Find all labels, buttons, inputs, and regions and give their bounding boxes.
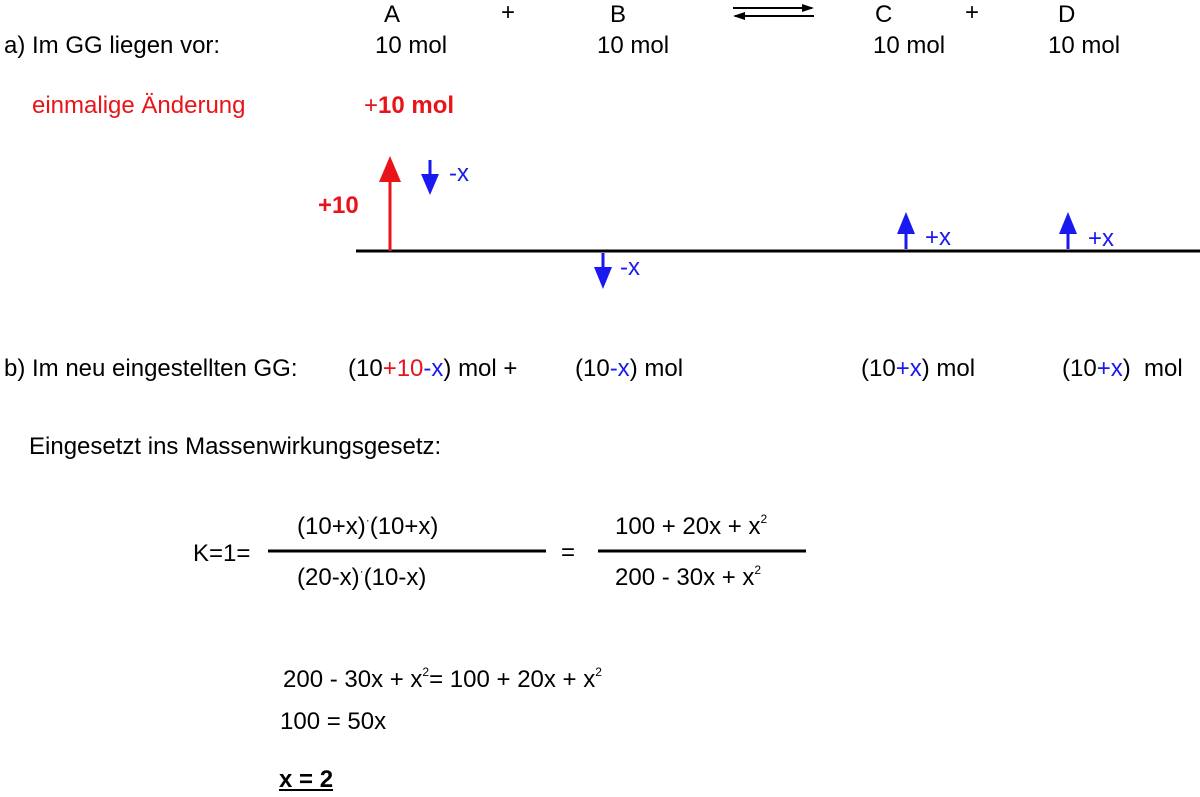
arrow-a-blue-head	[421, 174, 439, 195]
den2-exponent: 2	[754, 563, 762, 577]
part-b-b-minus-x: -x	[609, 355, 630, 382]
num1-factor-b: (10+x)	[369, 513, 439, 540]
equilibrium-forward-head	[802, 4, 814, 12]
plus-sign-1: +	[501, 0, 516, 26]
den1-factor-b: (10-x)	[363, 564, 427, 591]
solution-line-1-exp-2: 2	[595, 665, 602, 679]
solution-line-2: 100 = 50x	[280, 708, 387, 735]
den1-factor-a: (20-x)	[297, 564, 360, 591]
solution-line-1-exp-1: 2	[422, 665, 430, 679]
num2-exponent: 2	[760, 512, 768, 526]
amount-a: 10 mol	[375, 32, 448, 59]
amount-b: 10 mol	[597, 32, 670, 59]
solution-line-1: 200 - 30x + x2= 100 + 20x + x2	[283, 665, 602, 693]
den1-dot: ·	[359, 564, 364, 578]
arrow-a-label: +10	[318, 192, 359, 219]
arrow-a-red-head	[379, 156, 401, 182]
part-b-a-close: ) mol +	[443, 355, 518, 382]
arrow-c-label: +x	[925, 224, 952, 251]
part-b-a-open: (10	[348, 355, 383, 382]
change-amount-value: 10 mol	[378, 92, 455, 119]
part-b-a-plus10: +10	[382, 355, 424, 382]
change-amount-sign: +	[364, 92, 379, 119]
part-b-d-close: ) mol	[1122, 355, 1183, 382]
num1-factor-a: (10+x)	[297, 513, 366, 540]
part-a-label: a) Im GG liegen vor:	[4, 32, 221, 59]
num1-dot: ·	[365, 513, 370, 527]
mwg-label: Eingesetzt ins Massenwirkungsgesetz:	[29, 433, 442, 460]
amount-c: 10 mol	[873, 32, 946, 59]
part-b-c-expression: (10+x) mol	[861, 357, 975, 381]
part-b-b-close: ) mol	[629, 355, 684, 382]
equilibrium-backward-head	[733, 12, 745, 20]
part-b-d-plus-x: +x	[1096, 355, 1123, 382]
plus-sign-2: +	[965, 0, 980, 26]
arrow-d-head	[1059, 212, 1077, 234]
fraction-equals: =	[561, 539, 576, 566]
solution-line-1-lhs: 200 - 30x + x	[283, 666, 423, 693]
solution-line-1-rhs: = 100 + 20x + x	[429, 666, 596, 693]
arrow-d-label: +x	[1088, 225, 1115, 252]
part-b-b-expression: (10-x) mol	[575, 357, 683, 381]
solution-result: x = 2	[279, 766, 334, 793]
amount-d: 10 mol	[1048, 32, 1121, 59]
arrow-b-head	[594, 267, 612, 289]
species-c: C	[875, 1, 893, 28]
change-label: einmalige Änderung	[32, 92, 246, 119]
arrow-b-label: -x	[620, 254, 640, 281]
part-b-d-open: (10	[1062, 355, 1097, 382]
change-amount: +10 mol	[364, 94, 454, 118]
fraction-2-denominator: 200 - 30x + x2	[615, 563, 762, 591]
fraction-lhs: K=1=	[193, 540, 251, 567]
fraction-1-denominator: (20-x)·(10-x)	[297, 564, 427, 591]
species-d: D	[1058, 1, 1076, 28]
arrow-c-head	[897, 212, 915, 234]
part-b-label: b) Im neu eingestellten GG:	[4, 355, 298, 382]
part-b-a-minus-x: -x	[423, 355, 444, 382]
part-b-a-expression: (10+10-x) mol +	[348, 357, 517, 381]
arrow-a-blue-label: -x	[449, 160, 469, 187]
part-b-b-open: (10	[575, 355, 610, 382]
fraction-2-numerator: 100 + 20x + x2	[615, 512, 768, 540]
species-b: B	[610, 1, 627, 28]
part-b-c-open: (10	[861, 355, 896, 382]
part-b-c-close: ) mol	[921, 355, 976, 382]
species-a: A	[384, 1, 401, 28]
part-b-d-expression: (10+x) mol	[1062, 357, 1183, 381]
num2-text: 100 + 20x + x	[615, 513, 761, 540]
fraction-1-numerator: (10+x)·(10+x)	[297, 513, 439, 540]
part-b-c-plus-x: +x	[895, 355, 922, 382]
den2-text: 200 - 30x + x	[615, 564, 755, 591]
